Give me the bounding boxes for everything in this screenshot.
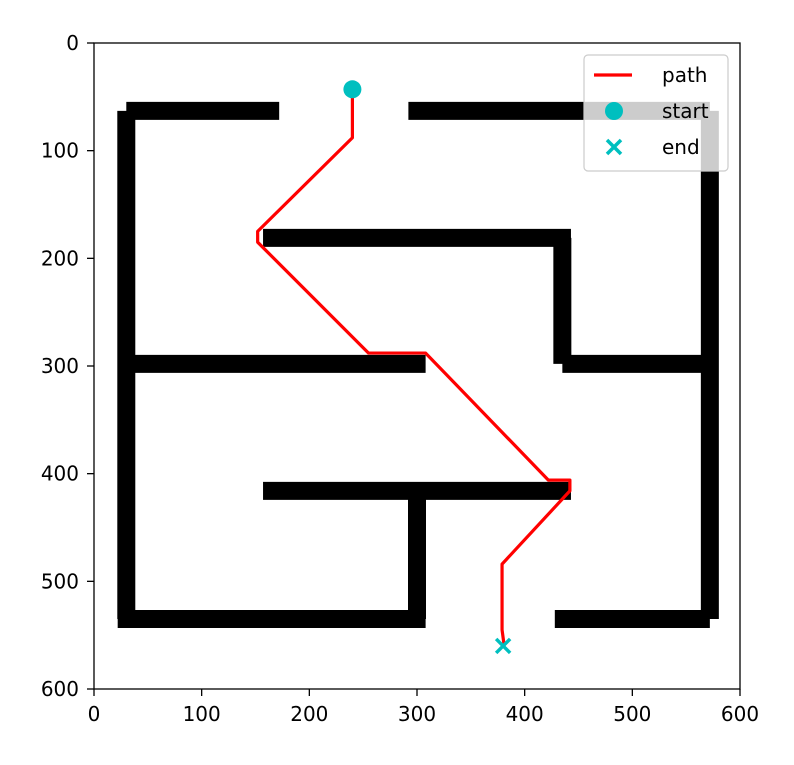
legend-handle-start (605, 102, 623, 120)
x-tick-label: 300 (398, 702, 436, 726)
path-layer (256, 88, 572, 647)
legend: path start end (583, 54, 729, 172)
legend-label-end: end (662, 135, 700, 159)
y-tick-label: 600 (41, 677, 79, 701)
y-axis: 0 100 200 300 400 500 600 (41, 31, 94, 701)
y-tick-label: 200 (41, 246, 79, 270)
end-point-stroke-b (494, 637, 512, 655)
x-tick-label: 500 (613, 702, 651, 726)
x-tick-label: 600 (721, 702, 759, 726)
x-tick-label: 200 (290, 702, 328, 726)
start-point (343, 80, 362, 99)
legend-label-path: path (662, 63, 707, 87)
legend-label-start: start (662, 99, 709, 123)
x-axis: 0 100 200 300 400 500 600 (88, 689, 759, 726)
legend-handle-end-stroke-b (605, 138, 623, 156)
maze-walls (117, 101, 719, 629)
legend-handle-end (605, 138, 623, 156)
y-tick-label: 400 (41, 462, 79, 486)
end-point (494, 637, 512, 655)
markers-layer (343, 80, 512, 655)
y-tick-label: 100 (41, 139, 79, 163)
x-tick-label: 0 (88, 702, 101, 726)
x-tick-label: 400 (506, 702, 544, 726)
y-tick-label: 300 (41, 354, 79, 378)
y-tick-label: 0 (66, 31, 79, 55)
x-tick-label: 100 (183, 702, 221, 726)
path-series-line (256, 88, 572, 647)
y-tick-label: 500 (41, 569, 79, 593)
